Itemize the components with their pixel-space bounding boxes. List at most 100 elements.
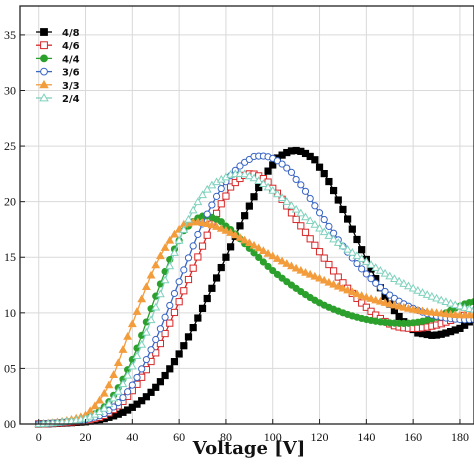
series-point-3-6 [367,275,375,283]
legend-label-4-8: 4/8 [62,28,80,39]
series-point-4-6 [175,298,183,306]
series-point-4-8 [170,358,179,366]
series-point-3-3 [268,251,278,260]
series-point-4-6 [184,275,193,284]
series-point-2-4 [366,260,376,268]
series-point-2-4 [296,208,306,217]
series-point-4-4 [278,274,286,282]
series-point-4-8 [348,225,356,233]
series-point-3-3 [315,273,324,282]
x-tick-label: 60 [173,430,185,444]
series-point-2-4 [315,223,324,232]
series-point-3-3 [104,380,114,389]
series-point-3-6 [138,365,146,373]
series-point-2-4 [324,231,334,239]
series-point-3-6 [194,230,202,239]
series-point-3-6 [325,222,333,230]
x-axis-ticks: 0 20 40 60 80 100 120 140 160 180 [36,419,469,444]
series-point-4-6 [329,267,338,275]
x-axis-label: Voltage [V] [192,438,305,459]
legend-label-3-6: 3/6 [62,68,80,79]
series-point-3-6 [156,325,165,333]
series-point-3-3 [305,269,315,278]
series-point-4-8 [175,350,183,358]
series-point-4-8 [344,215,352,223]
series-line-2-4 [38,173,474,425]
series-point-4-8 [315,163,324,171]
series-point-4-8 [222,253,230,261]
series-point-3-3 [371,295,381,304]
series-point-4-6 [334,273,342,281]
series-point-3-3 [375,296,385,305]
series-point-2-4 [282,197,292,205]
legend-swatch-marker [40,41,48,50]
series-point-3-3 [469,310,474,319]
series-point-3-3 [301,267,310,276]
legend-label-2-4: 2/4 [62,94,80,105]
series-point-3-3 [329,279,339,288]
series-point-4-8 [353,235,361,244]
series-point-2-4 [193,197,203,206]
series-point-3-3 [132,307,142,315]
series-point-3-6 [124,388,132,396]
series-point-4-8 [152,383,160,391]
series-point-2-4 [179,225,189,233]
series-point-2-4 [338,241,348,250]
legend-item-3-6: 3/6 [36,68,80,79]
series-point-2-4 [455,301,465,310]
x-tick-label: 40 [126,430,138,444]
series-point-2-4 [371,263,381,271]
x-tick-label: 80 [220,430,232,444]
series-point-2-4 [287,201,296,209]
series-point-4-8 [156,378,165,386]
series-point-4-8 [311,156,319,164]
series-point-3-3 [254,243,264,252]
series-point-2-4 [385,271,395,280]
series-point-4-6 [297,222,305,230]
series-point-3-6 [315,209,324,217]
series-layer [34,146,474,428]
series-point-2-4 [418,288,427,296]
series-point-2-4 [352,251,362,259]
series-point-2-4 [254,176,264,184]
series-point-2-4 [240,169,250,178]
series-point-4-8 [147,388,155,396]
series-point-4-6 [325,260,333,269]
series-point-2-4 [155,289,165,298]
series-point-4-4 [283,278,291,286]
series-point-3-3 [113,358,123,366]
series-point-3-6 [362,270,370,278]
series-point-3-6 [236,162,244,170]
series-point-3-6 [175,278,183,286]
series-point-3-3 [212,222,222,230]
x-tick-label: 120 [311,430,329,444]
series-point-3-6 [147,346,155,354]
series-point-2-4 [427,291,437,300]
series-point-3-6 [301,187,310,195]
series-point-4-8 [339,205,347,214]
series-point-3-3 [198,218,207,226]
series-point-3-3 [137,294,147,303]
series-point-2-4 [127,361,137,370]
series-point-3-3 [324,277,334,286]
series-point-4-6 [306,235,314,243]
series-point-3-3 [385,299,395,308]
legend: 4/8 4/6 4/4 3/6 3/3 2/4 [36,28,80,105]
series-point-3-6 [311,202,319,210]
series-point-2-4 [413,285,423,294]
series-point-4-6 [222,192,230,200]
series-point-2-4 [170,248,179,256]
series-point-4-4 [255,253,263,262]
series-point-3-6 [203,210,211,218]
series-point-4-8 [212,274,221,282]
series-point-2-4 [202,184,212,193]
series-point-4-8 [138,397,146,405]
series-point-2-4 [109,393,119,402]
series-point-4-8 [166,365,174,373]
series-point-4-8 [250,193,258,201]
series-point-2-4 [422,290,432,298]
series-point-3-3 [240,235,250,244]
series-point-3-3 [413,305,423,314]
series-point-2-4 [469,304,474,313]
